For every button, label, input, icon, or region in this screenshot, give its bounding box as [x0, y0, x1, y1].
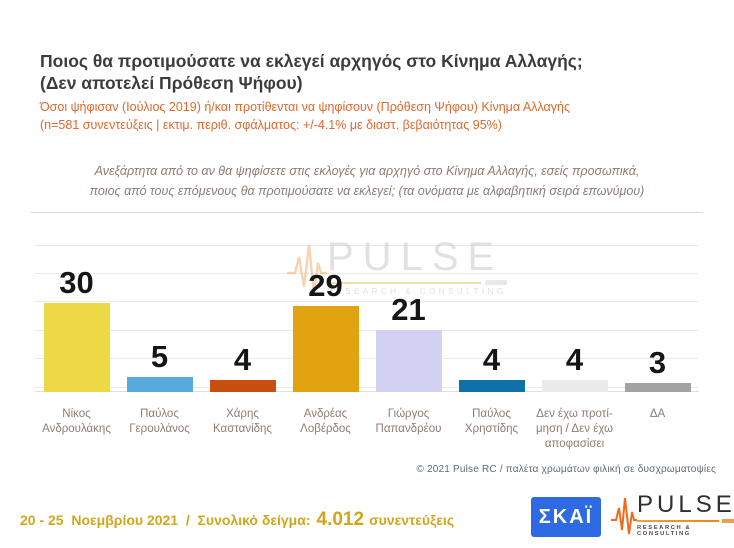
pulse-logo-waveform-icon [611, 493, 637, 544]
x-axis-label: Νίκος Ανδρουλάκης [42, 408, 111, 435]
x-axis-label: Γιώργος Παπανδρέου [375, 408, 442, 435]
footer-sample-info: 20 - 25 Νοεμβρίου 2021 / Συνολικό δείγμα… [20, 509, 454, 531]
chart-plot-area: PULSE RESEARCH & CONSULTING 30 5 4 29 21 4 4 3 [35, 235, 699, 392]
skai-logo: ΣΚΑΪ [531, 497, 601, 537]
bar [292, 306, 359, 392]
survey-question-note: Ανεξάρτητα από το αν θα ψηφίσετε στις εκ… [31, 161, 703, 213]
pulse-watermark-line [327, 280, 507, 285]
bar-value-label: 3 [648, 345, 667, 380]
bar [126, 377, 193, 392]
bar-column: 4 [201, 344, 284, 392]
note-line-1: Ανεξάρτητα από το αν θα ψηφίσετε στις εκ… [94, 164, 640, 178]
title-line-1: Ποιος θα προτιμούσατε να εκλεγεί αρχηγός… [40, 51, 583, 71]
bar-value-label: 21 [391, 292, 426, 327]
bar-value-label: 4 [482, 342, 501, 377]
x-axis-label: Παύλος Χρηστίδης [464, 408, 519, 435]
subtitle-line-1: Όσοι ψήφισαν (Ιούλιος 2019) ή/και προτίθ… [40, 100, 570, 114]
x-axis-label: Χάρης Καστανίδης [213, 408, 272, 435]
pulse-watermark-subtext: RESEARCH & CONSULTING [327, 287, 507, 296]
bar-chart: PULSE RESEARCH & CONSULTING 30 5 4 29 21 4 4 3 … [35, 235, 699, 452]
pulse-watermark: PULSE RESEARCH & CONSULTING [285, 237, 507, 304]
x-axis-baseline [35, 391, 699, 392]
gridline [35, 301, 699, 302]
pulse-watermark-text: PULSE RESEARCH & CONSULTING [327, 237, 507, 296]
gridline [35, 330, 699, 331]
bar [375, 330, 442, 392]
pulse-logo-line [637, 519, 734, 523]
pulse-logo: PULSE RESEARCH & CONSULTING [611, 493, 734, 544]
pulse-logo-text-block: PULSE RESEARCH & CONSULTING [637, 493, 734, 537]
bar-column: 4 [533, 344, 616, 392]
bar-column: 3 [616, 347, 699, 392]
x-axis-label: Παύλος Γερουλάνος [129, 408, 190, 435]
bar-column: 21 [367, 294, 450, 392]
subtitle-line-2: (n=581 συνεντεύξεις | εκτιμ. περιθ. σφάλ… [40, 117, 502, 132]
pulse-logo-word: PULSE [637, 491, 734, 518]
title-line-2: (Δεν αποτελεί Πρόθεση Ψήφου) [40, 73, 303, 94]
bar [458, 380, 525, 392]
footer-date-text: 20 - 25 Νοεμβρίου 2021 / Συνολικό δείγμα… [20, 512, 311, 528]
bar-value-label: 4 [565, 342, 584, 377]
pulse-watermark-word: PULSE [327, 235, 504, 279]
bar [43, 303, 110, 392]
copyright-note: © 2021 Pulse RC / παλέτα χρωμάτων φιλική… [416, 464, 716, 475]
bar-column: 29 [284, 270, 367, 392]
gridline [35, 387, 699, 388]
bar-value-label: 4 [233, 342, 252, 377]
bar-column: 30 [35, 267, 118, 392]
subtitle: Όσοι ψήφισαν (Ιούλιος 2019) ή/και προτίθ… [40, 99, 720, 134]
bar-column: 4 [450, 344, 533, 392]
bar [209, 380, 276, 392]
bar-column: 5 [118, 341, 201, 392]
gridline [35, 358, 699, 359]
pulse-waveform-icon [285, 237, 327, 304]
bar-value-label: 5 [150, 339, 169, 374]
footer-sample-value: 4.012 [316, 509, 365, 530]
pulse-logo-subtext: RESEARCH & CONSULTING [637, 525, 692, 537]
bar [624, 383, 691, 392]
footer-sample-suffix: συνεντεύξεις [369, 512, 455, 528]
bar [541, 380, 608, 392]
bar-value-label: 30 [59, 265, 94, 300]
page-title: Ποιος θα προτιμούσατε να εκλεγεί αρχηγός… [40, 50, 700, 95]
x-axis-label: Ανδρέας Λοβέρδος [300, 408, 351, 435]
note-line-2: ποιος από τους επόμενους θα προτιμούσατε… [89, 184, 645, 198]
gridline [35, 273, 699, 274]
x-labels-row: Νίκος Ανδρουλάκης Παύλος Γερουλάνος Χάρης Κασ… [35, 407, 699, 452]
gridline [35, 245, 699, 246]
bars-row: 30 5 4 29 21 4 4 3 [35, 267, 699, 392]
x-axis-label: Δεν έχω προτί-μηση / Δεν έχω αποφασίσει [535, 408, 614, 450]
bar-value-label: 29 [308, 268, 343, 303]
skai-logo-text: ΣΚΑΪ [538, 505, 594, 528]
x-axis-label: ΔΑ [649, 408, 666, 420]
